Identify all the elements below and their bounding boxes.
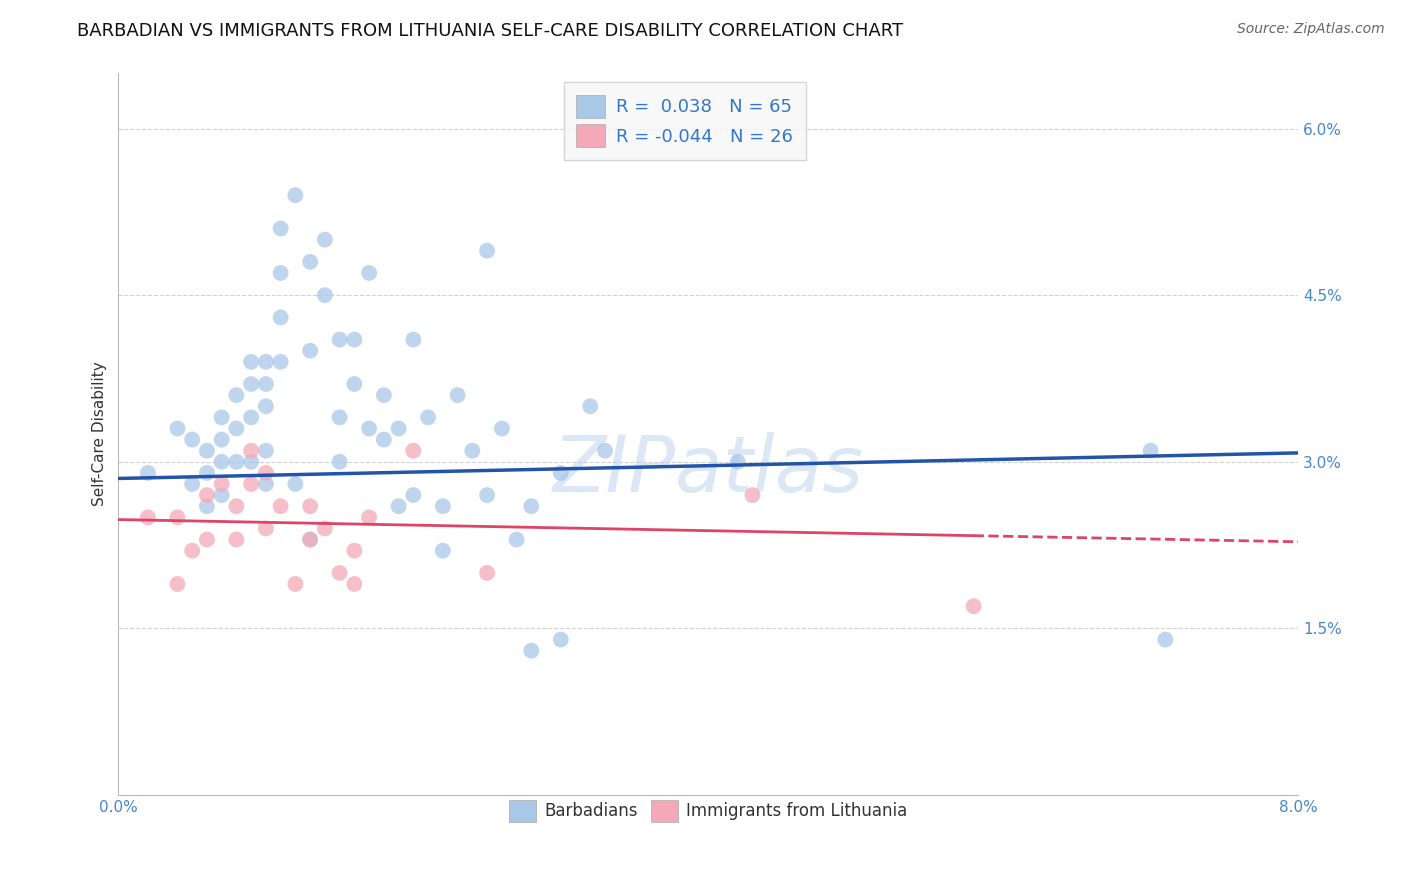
Point xyxy=(254,466,277,480)
Point xyxy=(432,500,454,514)
Point xyxy=(373,433,395,447)
Point xyxy=(359,421,381,435)
Point xyxy=(299,255,322,269)
Point xyxy=(329,455,352,469)
Point xyxy=(254,399,277,413)
Point xyxy=(314,233,336,247)
Y-axis label: Self-Care Disability: Self-Care Disability xyxy=(93,361,107,507)
Point xyxy=(225,388,247,402)
Point xyxy=(136,466,159,480)
Point xyxy=(211,433,233,447)
Point xyxy=(166,577,188,591)
Point xyxy=(181,543,204,558)
Point xyxy=(240,455,263,469)
Point xyxy=(373,388,395,402)
Point xyxy=(240,355,263,369)
Point xyxy=(211,455,233,469)
Point xyxy=(741,488,763,502)
Point xyxy=(402,488,425,502)
Point xyxy=(240,443,263,458)
Text: Source: ZipAtlas.com: Source: ZipAtlas.com xyxy=(1237,22,1385,37)
Point xyxy=(402,443,425,458)
Point xyxy=(329,333,352,347)
Point xyxy=(359,510,381,524)
Point xyxy=(461,443,484,458)
Point xyxy=(299,533,322,547)
Point xyxy=(211,410,233,425)
Point xyxy=(211,488,233,502)
Point xyxy=(475,488,498,502)
Point xyxy=(240,477,263,491)
Point xyxy=(181,433,204,447)
Point xyxy=(343,377,366,392)
Point xyxy=(225,533,247,547)
Point xyxy=(195,443,218,458)
Point xyxy=(343,543,366,558)
Point xyxy=(329,566,352,580)
Point xyxy=(211,477,233,491)
Point xyxy=(254,377,277,392)
Point xyxy=(359,266,381,280)
Point xyxy=(727,455,749,469)
Point xyxy=(343,333,366,347)
Point xyxy=(166,510,188,524)
Point xyxy=(254,521,277,535)
Point xyxy=(387,500,409,514)
Point xyxy=(195,533,218,547)
Point xyxy=(270,221,292,235)
Point xyxy=(270,310,292,325)
Point xyxy=(1139,443,1161,458)
Point xyxy=(1154,632,1177,647)
Point xyxy=(446,388,468,402)
Point xyxy=(314,288,336,302)
Text: ZIPatlas: ZIPatlas xyxy=(553,432,863,508)
Point xyxy=(329,410,352,425)
Point xyxy=(136,510,159,524)
Point xyxy=(270,500,292,514)
Point xyxy=(520,643,543,657)
Point xyxy=(963,599,986,614)
Point xyxy=(195,500,218,514)
Point xyxy=(270,266,292,280)
Point xyxy=(270,355,292,369)
Point xyxy=(240,410,263,425)
Point xyxy=(254,477,277,491)
Point xyxy=(343,577,366,591)
Point xyxy=(225,421,247,435)
Point xyxy=(491,421,513,435)
Point xyxy=(240,377,263,392)
Point xyxy=(416,410,439,425)
Point xyxy=(402,333,425,347)
Point xyxy=(550,632,572,647)
Point xyxy=(579,399,602,413)
Point xyxy=(520,500,543,514)
Point xyxy=(166,421,188,435)
Point xyxy=(254,355,277,369)
Point xyxy=(387,421,409,435)
Point xyxy=(284,477,307,491)
Point xyxy=(593,443,616,458)
Point xyxy=(299,533,322,547)
Legend: Barbadians, Immigrants from Lithuania: Barbadians, Immigrants from Lithuania xyxy=(501,792,915,830)
Point xyxy=(195,466,218,480)
Point xyxy=(299,343,322,358)
Point xyxy=(505,533,527,547)
Point xyxy=(475,566,498,580)
Point xyxy=(299,500,322,514)
Point xyxy=(195,488,218,502)
Point xyxy=(284,188,307,202)
Point xyxy=(181,477,204,491)
Point xyxy=(432,543,454,558)
Point xyxy=(254,443,277,458)
Point xyxy=(225,500,247,514)
Point xyxy=(314,521,336,535)
Point xyxy=(475,244,498,258)
Text: BARBADIAN VS IMMIGRANTS FROM LITHUANIA SELF-CARE DISABILITY CORRELATION CHART: BARBADIAN VS IMMIGRANTS FROM LITHUANIA S… xyxy=(77,22,904,40)
Point xyxy=(284,577,307,591)
Point xyxy=(225,455,247,469)
Point xyxy=(550,466,572,480)
